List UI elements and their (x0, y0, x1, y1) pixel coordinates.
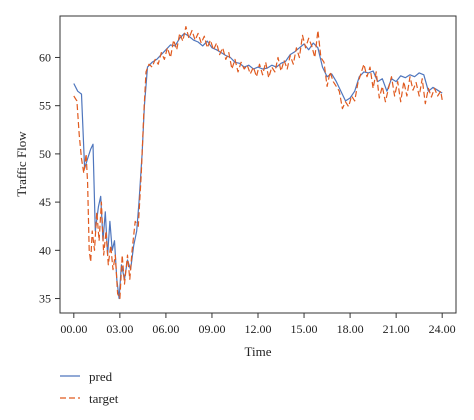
x-tick-label: 24.00 (429, 322, 456, 336)
x-tick-label: 15.00 (291, 322, 318, 336)
x-tick-label: 06.00 (152, 322, 179, 336)
x-tick-label: 03.00 (106, 322, 133, 336)
y-axis-ticks: 35 40 45 50 55 60 (39, 50, 60, 306)
y-tick-label: 60 (39, 50, 51, 64)
x-tick-label: 12.00 (245, 322, 272, 336)
x-tick-label: 09.00 (198, 322, 225, 336)
x-axis-title: Time (245, 344, 272, 359)
y-tick-label: 35 (39, 292, 51, 306)
y-tick-label: 50 (39, 147, 51, 161)
legend-label-target: target (89, 391, 119, 406)
x-tick-label: 21.00 (383, 322, 410, 336)
y-tick-label: 55 (39, 99, 51, 113)
series-line-pred (73, 32, 443, 300)
y-tick-label: 45 (39, 195, 51, 209)
x-axis-ticks: 00.00 03.00 06.00 09.00 12.00 15.00 18.00 21.00… (60, 313, 456, 336)
series-layer (73, 26, 443, 300)
x-tick-label: 18.00 (337, 322, 364, 336)
plot-frame (59, 15, 457, 314)
y-tick-label: 40 (39, 243, 51, 257)
x-tick-label: 00.00 (60, 322, 87, 336)
legend-label-pred: pred (89, 369, 113, 384)
legend: pred target (60, 369, 119, 406)
y-axis-title: Traffic Flow (14, 131, 29, 197)
series-line-target (73, 26, 443, 300)
